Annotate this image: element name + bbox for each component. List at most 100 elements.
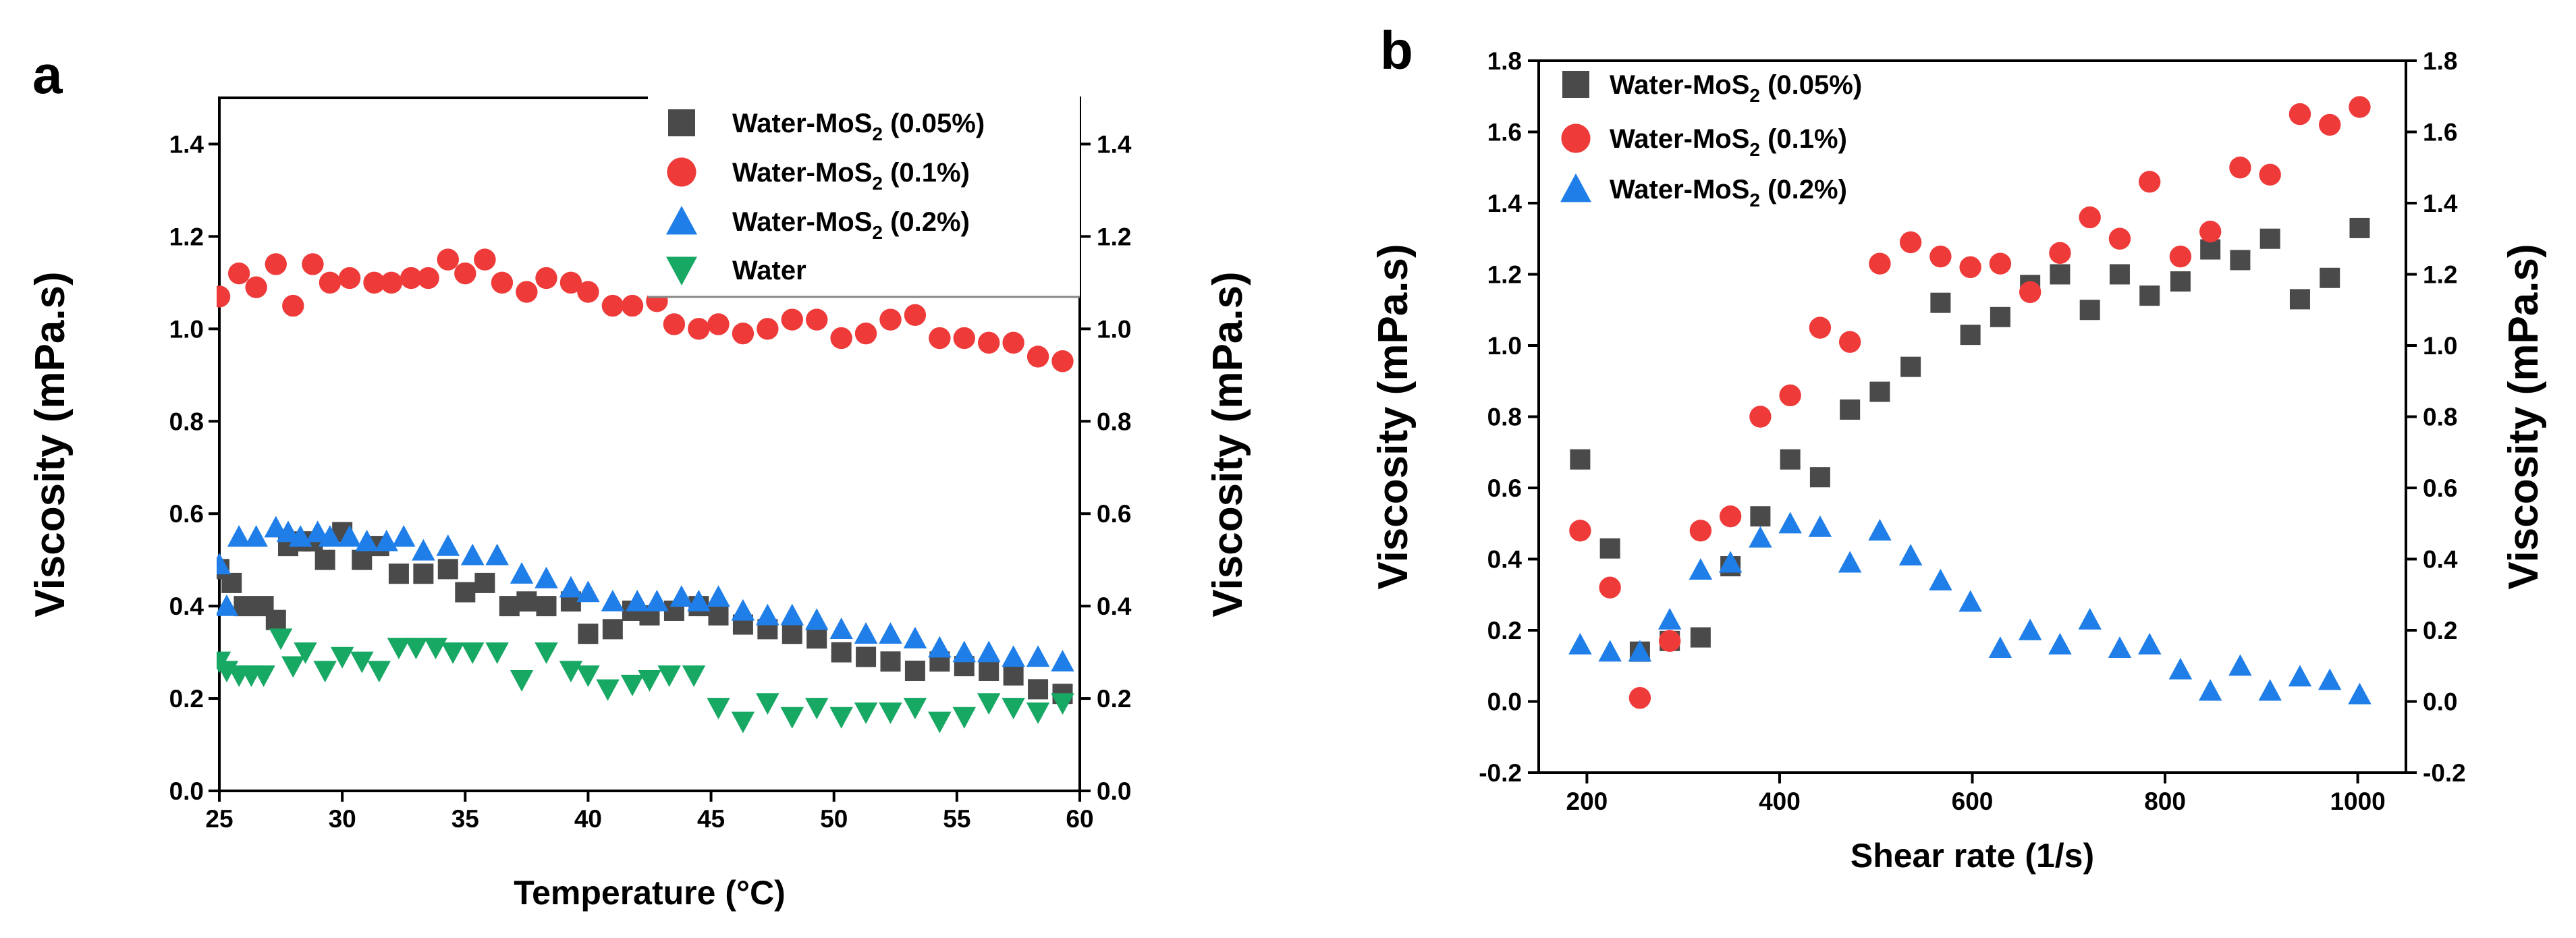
panel-a-series-4-point xyxy=(638,670,661,692)
panel-b-series-2-point xyxy=(2139,171,2161,193)
panel-a-y-tick-label-left: 0.0 xyxy=(169,777,204,805)
panel-a-series-3-point xyxy=(626,590,649,611)
panel-a-series-3-point xyxy=(391,525,416,547)
panel-a-series-4-point xyxy=(620,674,645,696)
panel-a-series-3-point xyxy=(306,520,329,543)
panel-b-x-tick-label: 600 xyxy=(1952,788,1994,815)
panel-b-series-1-point xyxy=(1840,399,1861,420)
panel-a-series-2-point xyxy=(454,262,476,285)
panel-a-series-4-point xyxy=(252,665,275,688)
panel-a-series-4-point xyxy=(657,665,681,688)
panel-a-series-2-point xyxy=(1002,331,1024,354)
panel-a-series-2-point xyxy=(437,248,459,271)
panel-b-series-1-point xyxy=(2139,285,2160,306)
panel-b-y-tick-label-left: -0.2 xyxy=(1479,759,1522,787)
panel-b-series-1-point xyxy=(1900,356,1921,377)
panel-a-series-2-point xyxy=(577,281,599,303)
panel-a-series-3-point xyxy=(217,594,239,616)
panel-b-chart: b 200 400 600 800 1000 -0.2 -0.2 0.0 0.0 0.2 0.2 0.… xyxy=(1370,20,2547,875)
panel-b-series-2-point xyxy=(1719,505,1742,528)
panel-a-y-tick-label-right: 1.4 xyxy=(1097,130,1132,158)
panel-b-y-tick-label-left: 1.6 xyxy=(1487,119,1522,146)
panel-a-series-2-point xyxy=(217,285,231,308)
panel-a-y-tick-label-right: 0.6 xyxy=(1097,500,1131,528)
panel-b-series-1-point xyxy=(1960,325,1981,346)
panel-a-y-tick-label-right: 0.0 xyxy=(1097,777,1131,805)
panel-a-series-4-point xyxy=(854,702,878,724)
panel-b-series-1-point xyxy=(1750,506,1771,527)
panel-a-legend: Water-MoS2 (0.05%) Water-MoS2 (0.1%) Water… xyxy=(648,94,1080,298)
panel-a-series-3-point xyxy=(952,640,977,663)
panel-b-series-2-point xyxy=(2108,227,2131,250)
panel-a-y-tick-label-left: 0.8 xyxy=(169,408,204,435)
panel-b-series-1-point xyxy=(1690,627,1711,648)
panel-b-series-3-point xyxy=(1628,640,1652,662)
panel-b-series-2-point xyxy=(1838,331,1861,353)
panel-b-legend-label: Water-MoS2 (0.1%) xyxy=(1610,124,1847,160)
panel-a-series-4-point xyxy=(330,646,354,669)
panel-a-series-1-point xyxy=(1003,665,1024,686)
panel-a-series-2-point xyxy=(854,322,877,345)
panel-b-series-1-point xyxy=(2230,250,2251,271)
panel-a-series-4-point xyxy=(1051,693,1074,715)
panel-b-series-2-point xyxy=(2079,206,2101,229)
panel-a-series-3-point xyxy=(337,525,362,547)
panel-b-series-3-point xyxy=(2348,682,2372,705)
panel-a-series-2-point xyxy=(338,267,361,289)
panel-b-legend-marker xyxy=(1562,71,1589,98)
panel-b-x-axis-title: Shear rate (1/s) xyxy=(1851,837,2094,875)
panel-b-series-3-point xyxy=(1689,558,1713,580)
panel-b-series-3-point xyxy=(2258,679,2282,701)
panel-a-series-3-point xyxy=(756,603,779,626)
panel-b-legend-marker xyxy=(1561,123,1591,153)
panel-a-x-tick-label: 60 xyxy=(1066,805,1093,833)
panel-a-y-tick-label-left: 0.4 xyxy=(169,592,204,620)
panel-a-series-1-point xyxy=(455,582,476,603)
panel-a-series-3-point xyxy=(460,543,485,565)
panel-a-series-2-point xyxy=(282,294,304,317)
panel-a-series-4-point xyxy=(879,702,902,724)
panel-a-y-axis-title-right: Viscosity (mPa.s) xyxy=(1205,271,1251,617)
panel-a-series-4-point xyxy=(313,661,337,683)
panel-a-series-2-point xyxy=(757,318,779,340)
panel-b-y-tick-label-left: 1.0 xyxy=(1487,332,1522,360)
panel-b-series-3-point xyxy=(2288,665,2312,687)
panel-b-y-tick-label-right: 0.8 xyxy=(2423,404,2457,431)
panel-a-series-3-point xyxy=(264,516,288,538)
panel-b-series-1-point xyxy=(1809,467,1830,488)
panel-b-legend: Water-MoS2 (0.05%) Water-MoS2 (0.1%) Water… xyxy=(1560,70,1862,211)
panel-b-series-3-point xyxy=(1898,543,1923,565)
panel-b-series-2-point xyxy=(1599,576,1621,599)
panel-a-series-2-point xyxy=(535,267,557,289)
panel-a-series-4-point xyxy=(350,651,374,673)
panel-b-series-1-point xyxy=(2289,289,2310,310)
panel-a-y-tick-label-left: 1.4 xyxy=(169,130,204,158)
panel-a-series-1-point xyxy=(1028,679,1049,700)
panel-a-series-4-point xyxy=(682,665,706,688)
panel-a-legend-marker xyxy=(668,109,695,136)
panel-b-series-3-point xyxy=(1958,590,1982,612)
panel-a-series-3-point xyxy=(535,566,558,588)
panel-a-series-2-point xyxy=(929,327,951,350)
panel-b-series-2-point xyxy=(1779,384,1801,407)
panel-a-x-tick-label: 55 xyxy=(943,805,970,833)
panel-b-series-3-point xyxy=(1749,526,1772,548)
panel-a-series-2-point xyxy=(688,318,710,340)
panel-a-legend-label: Water-MoS2 (0.05%) xyxy=(732,109,985,144)
panel-a-series-3-point xyxy=(731,599,755,621)
panel-b-series-2-point xyxy=(1869,252,1891,275)
panel-a-y-tick-label-right: 0.8 xyxy=(1097,408,1131,435)
panel-a-series-1-point xyxy=(904,660,925,681)
panel-a-series-1-point xyxy=(499,596,520,617)
panel-a-series-3-point xyxy=(707,585,730,607)
panel-b-series-3-point xyxy=(2137,632,2162,655)
panel-a-y-tick-label-right: 1.0 xyxy=(1097,315,1131,343)
panel-b-y-axis-title-right: Viscosity (mPa.s) xyxy=(2500,244,2547,589)
panel-a-series-1-point xyxy=(314,549,335,570)
panel-a-series-1-point xyxy=(856,646,877,667)
panel-a-series-3-point xyxy=(276,520,300,543)
panel-a-series-2-point xyxy=(245,276,267,298)
panel-b-y-tick-label-right: 1.6 xyxy=(2423,119,2457,146)
panel-b-series-2-point xyxy=(2169,245,2192,268)
